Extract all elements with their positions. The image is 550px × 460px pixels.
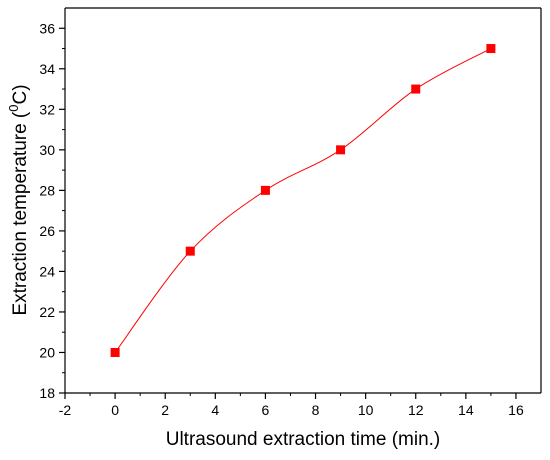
y-tick-label: 26 — [39, 223, 55, 239]
data-point — [185, 246, 195, 256]
y-tick-label: 36 — [39, 20, 55, 36]
series-line — [114, 48, 492, 353]
data-point — [336, 145, 346, 155]
y-tick-label: 34 — [39, 61, 55, 77]
data-point — [110, 347, 120, 357]
y-tick-label: 32 — [39, 101, 55, 117]
x-tick-label: 8 — [312, 402, 320, 418]
x-tick-label: 12 — [408, 402, 424, 418]
y-axis-title-main: Extraction temperature ( — [10, 111, 31, 315]
y-tick-label: 18 — [39, 385, 55, 401]
y-tick-label: 20 — [39, 344, 55, 360]
y-tick-label: 24 — [39, 263, 55, 279]
plot-frame — [64, 7, 542, 394]
x-tick-label: 16 — [508, 402, 524, 418]
y-tick-label: 22 — [39, 304, 55, 320]
data-point — [486, 44, 496, 54]
y-tick-label: 30 — [39, 142, 55, 158]
y-ticks: 18 20 22 24 26 28 30 32 34 36 — [39, 20, 65, 401]
x-tick-label: 4 — [211, 402, 219, 418]
x-tick-label: 6 — [262, 402, 270, 418]
x-ticks: -2 0 2 4 6 8 10 12 14 16 — [59, 393, 524, 418]
data-markers — [110, 44, 496, 357]
x-tick-label: -2 — [59, 402, 72, 418]
data-point — [260, 185, 270, 195]
x-tick-label: 10 — [358, 402, 374, 418]
x-axis-title: Ultrasound extraction time (min.) — [166, 429, 441, 450]
y-axis-title-superscript: 0 — [6, 105, 21, 112]
x-tick-label: 0 — [111, 402, 119, 418]
y-axis-title: Extraction temperature (0C) — [6, 84, 31, 315]
y-axis-title-suffix: C) — [10, 84, 31, 104]
x-tick-label: 2 — [161, 402, 169, 418]
y-tick-label: 28 — [39, 182, 55, 198]
x-tick-label: 14 — [458, 402, 474, 418]
data-point — [411, 84, 421, 94]
